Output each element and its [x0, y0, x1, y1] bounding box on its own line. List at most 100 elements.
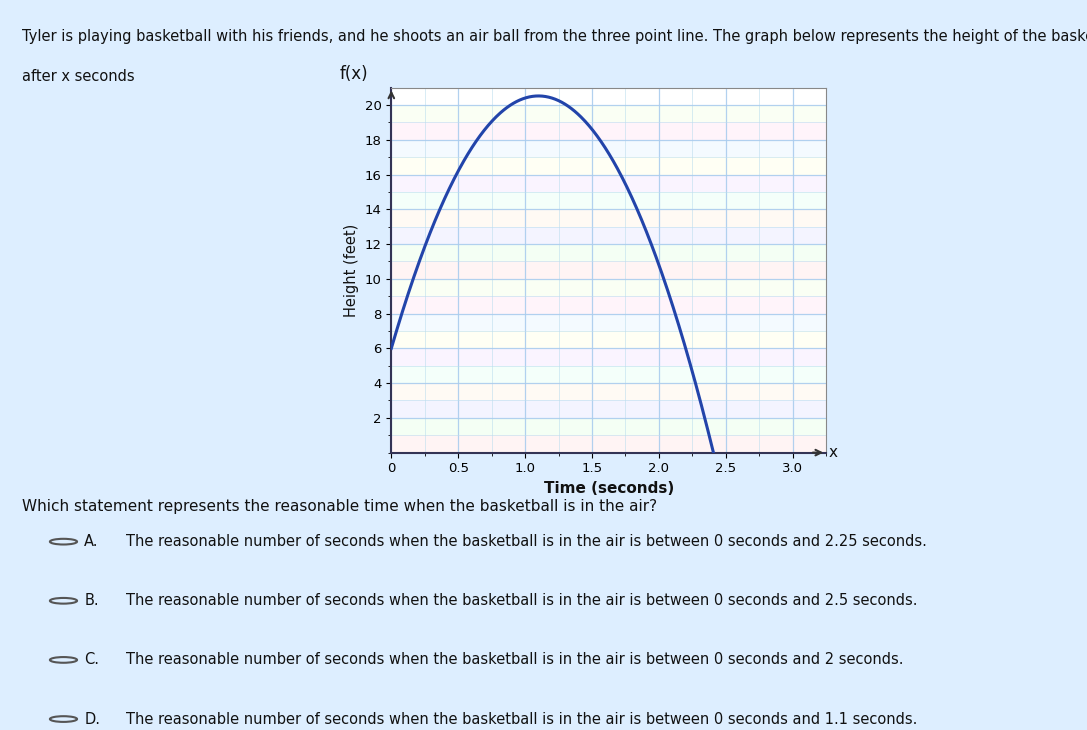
Bar — [525, 401, 559, 418]
Y-axis label: Height (feet): Height (feet) — [345, 223, 359, 317]
Bar — [726, 435, 759, 453]
Bar — [525, 123, 559, 139]
Text: The reasonable number of seconds when the basketball is in the air is between 0 : The reasonable number of seconds when th… — [126, 534, 927, 549]
Bar — [625, 139, 659, 157]
Bar — [525, 226, 559, 244]
Bar — [625, 331, 659, 348]
Bar — [592, 314, 625, 331]
Bar — [792, 296, 826, 314]
Bar — [625, 210, 659, 226]
Bar — [692, 296, 726, 314]
Bar — [559, 123, 592, 139]
Bar — [592, 123, 625, 139]
Bar — [525, 383, 559, 401]
Text: D.: D. — [85, 712, 100, 726]
Bar — [792, 210, 826, 226]
Bar — [459, 192, 491, 210]
Bar — [425, 244, 459, 261]
Text: C.: C. — [85, 653, 99, 667]
Bar — [692, 331, 726, 348]
Bar — [425, 174, 459, 192]
Bar — [692, 157, 726, 174]
Bar — [659, 383, 692, 401]
Bar — [525, 279, 559, 296]
Bar — [525, 348, 559, 366]
Bar — [625, 157, 659, 174]
Text: f(x): f(x) — [339, 65, 367, 83]
Bar — [559, 366, 592, 383]
Bar — [659, 331, 692, 348]
Bar — [459, 261, 491, 279]
Bar — [726, 123, 759, 139]
Bar — [425, 331, 459, 348]
Bar — [792, 226, 826, 244]
Bar — [759, 296, 792, 314]
Bar — [391, 192, 425, 210]
Bar — [459, 123, 491, 139]
Bar — [391, 296, 425, 314]
Bar — [726, 105, 759, 123]
Bar — [759, 139, 792, 157]
Bar — [559, 331, 592, 348]
Bar — [659, 435, 692, 453]
Bar — [759, 348, 792, 366]
Bar — [525, 314, 559, 331]
Text: after x seconds: after x seconds — [22, 69, 135, 85]
Bar — [425, 105, 459, 123]
Bar — [759, 331, 792, 348]
Bar — [391, 261, 425, 279]
Bar — [491, 244, 525, 261]
Bar — [559, 401, 592, 418]
Bar — [759, 418, 792, 435]
Bar — [659, 192, 692, 210]
Bar — [525, 296, 559, 314]
Bar — [726, 296, 759, 314]
Bar — [491, 383, 525, 401]
Bar — [491, 226, 525, 244]
Bar — [559, 157, 592, 174]
Bar — [792, 435, 826, 453]
Bar — [625, 279, 659, 296]
Bar — [559, 383, 592, 401]
Bar — [726, 139, 759, 157]
Bar — [726, 383, 759, 401]
Bar — [592, 279, 625, 296]
Bar — [625, 192, 659, 210]
Bar — [659, 210, 692, 226]
Bar — [625, 105, 659, 123]
Bar — [592, 401, 625, 418]
Bar — [792, 139, 826, 157]
Bar — [559, 418, 592, 435]
Bar — [425, 314, 459, 331]
Bar — [592, 383, 625, 401]
Bar — [525, 366, 559, 383]
Bar — [391, 139, 425, 157]
Bar — [425, 348, 459, 366]
Bar — [692, 210, 726, 226]
Bar — [759, 383, 792, 401]
Bar — [459, 435, 491, 453]
Bar — [692, 279, 726, 296]
Bar — [491, 261, 525, 279]
Bar — [625, 435, 659, 453]
Bar — [792, 244, 826, 261]
Bar — [559, 244, 592, 261]
Bar — [525, 210, 559, 226]
Bar — [425, 401, 459, 418]
Bar — [425, 226, 459, 244]
Bar — [692, 418, 726, 435]
Bar — [692, 366, 726, 383]
Bar — [559, 314, 592, 331]
Bar — [391, 123, 425, 139]
Bar — [625, 366, 659, 383]
Bar — [592, 435, 625, 453]
Bar — [692, 244, 726, 261]
Bar — [391, 105, 425, 123]
Bar — [391, 157, 425, 174]
Bar — [559, 226, 592, 244]
Bar — [491, 348, 525, 366]
Bar — [659, 226, 692, 244]
Bar — [391, 279, 425, 296]
Bar — [726, 261, 759, 279]
Bar — [491, 296, 525, 314]
